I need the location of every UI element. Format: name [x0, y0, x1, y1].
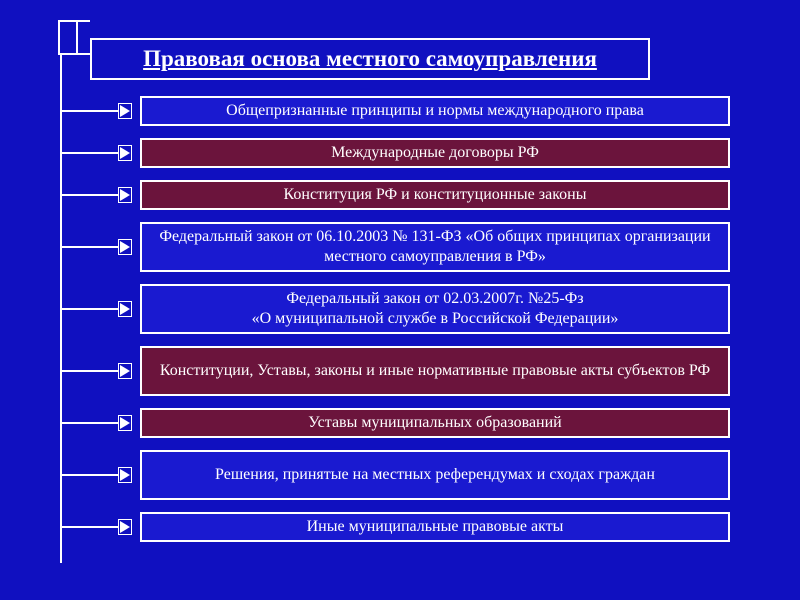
hierarchy-item: Конституция РФ и конституционные законы [140, 180, 730, 210]
hierarchy-item: Общепризнанные принципы и нормы междунар… [140, 96, 730, 126]
hierarchy-item-text: Конституции, Уставы, законы и иные норма… [160, 361, 710, 381]
branch-line [60, 370, 118, 372]
arrow-icon [120, 469, 130, 481]
branch-line [60, 110, 118, 112]
branch-line [60, 474, 118, 476]
hierarchy-item-text: Федеральный закон от 02.03.2007г. №25-Фз [286, 289, 583, 309]
spine-connector [60, 53, 90, 55]
arrow-icon [120, 521, 130, 533]
hierarchy-item-text: Иные муниципальные правовые акты [307, 517, 564, 537]
arrow-icon [120, 147, 130, 159]
hierarchy-item-text: Международные договоры РФ [331, 143, 539, 163]
hierarchy-item-text: Решения, принятые на местных референдума… [215, 465, 655, 485]
arrow-icon [120, 105, 130, 117]
arrow-icon [120, 241, 130, 253]
hierarchy-item: Федеральный закон от 06.10.2003 № 131-ФЗ… [140, 222, 730, 272]
hierarchy-item-text: Федеральный закон от 06.10.2003 № 131-ФЗ… [154, 227, 716, 267]
diagram-title: Правовая основа местного самоуправления [90, 38, 650, 80]
branch-line [60, 526, 118, 528]
spine-cap [58, 20, 78, 55]
hierarchy-item: Решения, принятые на местных референдума… [140, 450, 730, 500]
branch-line [60, 246, 118, 248]
hierarchy-item-text: Общепризнанные принципы и нормы междунар… [226, 101, 644, 121]
diagram-root: Правовая основа местного самоуправления … [0, 0, 800, 600]
hierarchy-item: Иные муниципальные правовые акты [140, 512, 730, 542]
hierarchy-item-text: Конституция РФ и конституционные законы [284, 185, 587, 205]
spine-cap-top [76, 20, 90, 22]
hierarchy-item-text: Уставы муниципальных образований [308, 413, 561, 433]
branch-line [60, 152, 118, 154]
arrow-icon [120, 417, 130, 429]
branch-line [60, 194, 118, 196]
hierarchy-item: Международные договоры РФ [140, 138, 730, 168]
hierarchy-item: Уставы муниципальных образований [140, 408, 730, 438]
arrow-icon [120, 189, 130, 201]
hierarchy-item-text: «О муниципальной службе в Российской Фед… [252, 309, 619, 329]
arrow-icon [120, 303, 130, 315]
arrow-icon [120, 365, 130, 377]
branch-line [60, 308, 118, 310]
branch-line [60, 422, 118, 424]
hierarchy-item: Федеральный закон от 02.03.2007г. №25-Фз… [140, 284, 730, 334]
hierarchy-item: Конституции, Уставы, законы и иные норма… [140, 346, 730, 396]
